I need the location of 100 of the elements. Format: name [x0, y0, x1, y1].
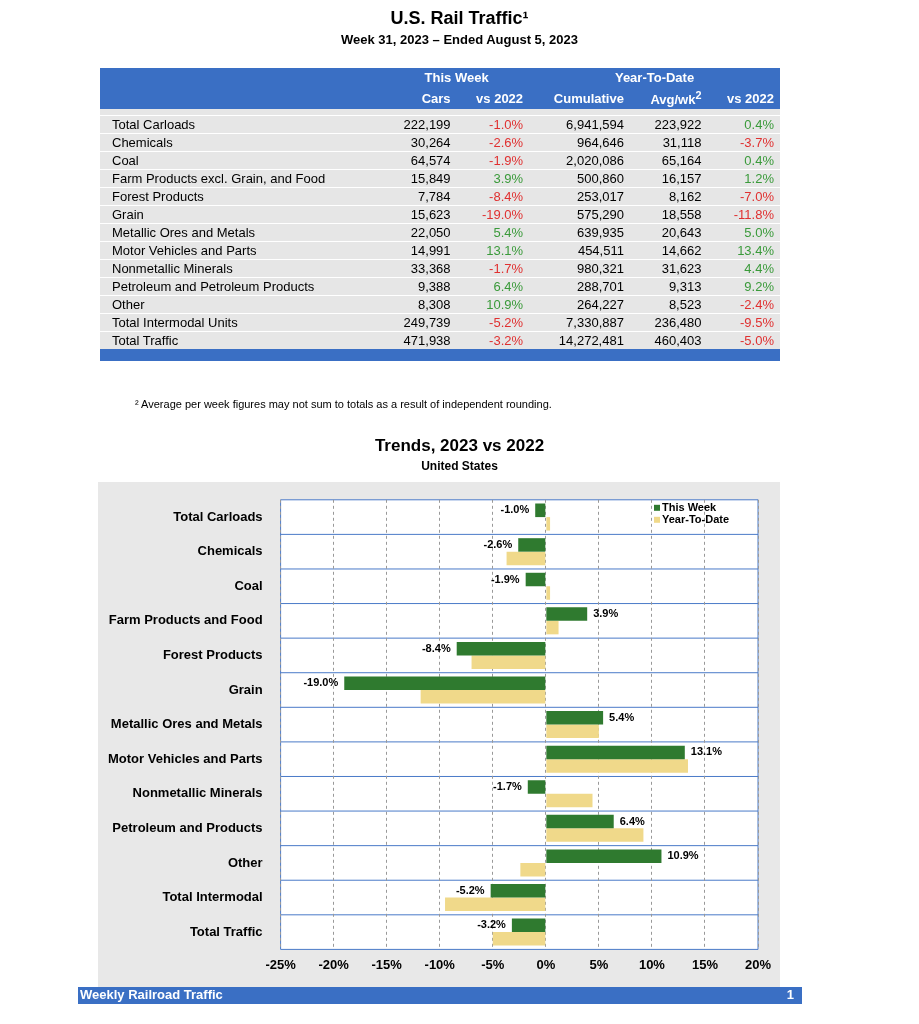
x-tick-label: 5%	[589, 956, 609, 972]
data-label: 31,623	[660, 260, 703, 278]
text: ² Average per week figures may not sum to totals as a result of independent rounding.	[135, 398, 552, 410]
bar	[546, 745, 685, 760]
data-label: 14,662	[660, 242, 703, 260]
bar	[420, 690, 546, 704]
data-label: 13.1%	[485, 242, 525, 260]
y-tick-label: Coal	[234, 577, 263, 593]
y-tick-label: Forest Products	[162, 647, 263, 663]
data-label: 3.9%	[492, 170, 525, 188]
data-label: 471,938	[402, 332, 452, 350]
bar	[445, 897, 546, 912]
y-tick-label: Other	[227, 854, 263, 870]
data-label: -1.9%	[490, 572, 520, 585]
x-tick-label: vs 2022	[707, 87, 780, 110]
data-label: -3.7%	[739, 134, 775, 152]
x-tick-label: -10%	[424, 956, 456, 972]
y-tick-label: Grain	[228, 681, 263, 697]
data-label: -3.2%	[477, 918, 507, 931]
y-tick-label: Total Traffic	[189, 923, 263, 939]
data-label: -9.5%	[739, 314, 775, 332]
data-label: 10.9%	[485, 296, 525, 314]
y-tick-label: Nonmetallic Minerals	[132, 785, 263, 801]
x-tick-label: -20%	[318, 956, 350, 972]
y-tick-label: Farm Products excl. Grain, and Food	[111, 170, 327, 188]
data-label: -3.2%	[488, 332, 525, 350]
data-label: 454,511	[576, 242, 625, 260]
legend-label: Year-To-Date	[662, 512, 730, 525]
data-label: 16,157	[660, 170, 703, 188]
data-label: 8,162	[667, 188, 703, 206]
data-label: 20,643	[660, 224, 703, 242]
y-tick-label: Total Intermodal	[162, 889, 263, 905]
x-tick-label: Cumulative	[529, 87, 630, 110]
bar	[535, 503, 546, 518]
y-tick-label: Chemicals	[197, 543, 263, 559]
y-tick-label: Total Intermodal Units	[111, 314, 239, 332]
y-tick-label: Farm Products and Food	[108, 612, 263, 628]
data-label: 460,403	[653, 332, 703, 350]
data-label: 288,701	[575, 278, 625, 296]
data-label: 4.4%	[743, 260, 775, 278]
bar	[546, 849, 662, 863]
y-tick-label: Metallic Ores and Metals	[111, 224, 257, 242]
text: This Week	[384, 68, 530, 87]
data-label: 64,574	[409, 152, 452, 170]
data-label: 1.2%	[743, 170, 775, 188]
data-label: 6.4%	[619, 814, 646, 827]
x-tick-label: 20%	[744, 956, 772, 972]
data-label: 0.4%	[743, 116, 775, 134]
data-label: 222,199	[402, 116, 452, 134]
data-label: -1.7%	[488, 260, 525, 278]
y-tick-label: Motor Vehicles and Parts	[111, 242, 258, 260]
y-tick-label: Petroleum and Petroleum Products	[111, 278, 316, 296]
bar	[492, 932, 546, 946]
chart-title: U.S. Rail Traffic¹	[389, 8, 530, 29]
bar	[525, 572, 546, 587]
y-tick-label: Nonmetallic Minerals	[111, 260, 234, 278]
data-label: 30,264	[409, 134, 452, 152]
text: Year-To-Date	[529, 68, 780, 87]
bar	[546, 607, 588, 621]
data-label: 31,118	[661, 134, 703, 152]
data-label: -8.4%	[421, 641, 451, 654]
data-label: -1.9%	[488, 152, 525, 170]
data-label: -1.0%	[500, 503, 530, 516]
y-tick-label: Chemicals	[111, 134, 174, 152]
data-label: 65,164	[660, 152, 703, 170]
data-label: -8.4%	[488, 188, 525, 206]
data-label: 8,523	[667, 296, 703, 314]
x-tick-label: -15%	[371, 956, 403, 972]
data-label: 15,623	[409, 206, 452, 224]
bar	[456, 641, 546, 656]
chart-subtitle: Week 31, 2023 – Ended August 5, 2023	[340, 32, 579, 47]
data-label: 223,922	[653, 116, 703, 134]
data-label: 14,272,481	[557, 332, 625, 350]
data-label: -5.2%	[455, 883, 485, 896]
data-label: 2,020,086	[565, 152, 625, 170]
bar	[344, 676, 546, 691]
bar	[546, 814, 614, 829]
x-tick-label: 10%	[638, 956, 666, 972]
y-tick-label: Coal	[111, 152, 140, 170]
data-label: 5.4%	[492, 224, 525, 242]
bar	[546, 586, 551, 600]
data-label: -19.0%	[480, 206, 525, 224]
data-label: 33,368	[409, 260, 452, 278]
legend-label: This Week	[662, 500, 718, 513]
data-label: 264,227	[575, 296, 625, 314]
text: 1	[786, 987, 794, 1002]
bar	[506, 551, 546, 566]
y-tick-label: Metallic Ores and Metals	[110, 716, 263, 732]
data-label: -1.7%	[493, 780, 522, 793]
x-tick-label: 0%	[536, 956, 556, 972]
data-label: 18,558	[660, 206, 703, 224]
x-tick-label: 15%	[691, 956, 719, 972]
data-label: 22,050	[409, 224, 452, 242]
data-label: -5.2%	[488, 314, 525, 332]
data-label: -1.0%	[488, 116, 525, 134]
data-label: 500,860	[575, 170, 625, 188]
y-tick-label: Total Carloads	[173, 508, 263, 524]
data-label: 980,321	[575, 260, 625, 278]
y-tick-label: Forest Products	[111, 188, 205, 206]
data-label: 6.4%	[492, 278, 525, 296]
